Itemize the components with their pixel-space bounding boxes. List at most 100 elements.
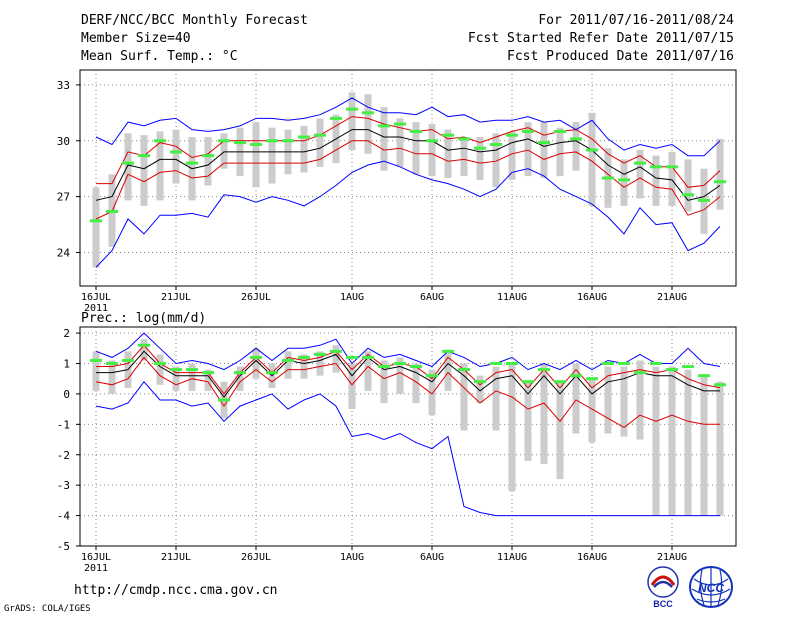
prec-spread-box	[300, 354, 308, 379]
temp-spread-box	[620, 159, 628, 206]
temp-spread-box	[492, 133, 500, 188]
bcc-logo-text: BCC	[653, 599, 673, 609]
prec-marker	[330, 349, 342, 353]
temp-spread-box	[268, 127, 276, 184]
prec-spread-box	[556, 381, 564, 480]
temp-marker	[362, 111, 374, 115]
temp-marker	[234, 141, 246, 145]
prec-spread-box	[444, 351, 452, 391]
prec-y-label: 2	[63, 327, 70, 340]
prec-marker	[682, 365, 694, 369]
prec-marker	[394, 362, 406, 365]
temp-spread-box	[316, 118, 324, 167]
temp-spread-box	[380, 107, 388, 171]
temp-x-label: 26JUL	[241, 292, 271, 303]
prec-marker	[506, 362, 518, 365]
temp-spread-box	[684, 159, 692, 212]
prec-marker	[314, 352, 326, 356]
prec-spread-box	[668, 366, 676, 516]
temp-series-upper	[96, 116, 721, 188]
prec-marker	[138, 343, 150, 347]
temp-spread-box	[540, 122, 548, 178]
prec-spread-box	[604, 366, 612, 434]
temperature-panel-label: Mean Surf. Temp.: °C	[81, 49, 238, 64]
temp-spread-box	[156, 131, 164, 201]
temp-marker	[682, 193, 694, 197]
prec-spread-box	[204, 369, 212, 391]
temp-marker	[538, 141, 550, 145]
prec-marker	[570, 374, 582, 378]
prec-y-label: 1	[63, 358, 70, 371]
temp-marker	[602, 176, 614, 180]
temp-spread-box	[524, 122, 532, 177]
prec-marker	[378, 365, 390, 369]
prec-spread-box	[284, 351, 292, 379]
temp-marker	[122, 161, 134, 165]
temp-plot-frame	[79, 69, 737, 287]
prec-series-upper	[96, 344, 721, 395]
prec-marker	[426, 374, 438, 378]
prec-spread-box	[252, 348, 260, 379]
temp-marker	[378, 124, 390, 128]
temp-spread-box	[412, 122, 420, 175]
bcc-logo: BCC	[647, 566, 679, 609]
temp-y-label: 27	[57, 191, 70, 204]
temp-x-label: 16AUG	[577, 292, 607, 303]
temp-series-max	[95, 160, 721, 268]
temp-marker	[474, 146, 486, 150]
prec-marker	[234, 371, 246, 375]
prec-marker	[490, 362, 502, 365]
temp-spread-box	[716, 138, 724, 210]
temp-spread-box	[172, 129, 180, 184]
temp-marker	[666, 165, 678, 169]
forecast-start-date: Fcst Started Refer Date 2011/07/15	[467, 31, 734, 46]
temp-spread-box	[92, 187, 100, 268]
prec-spread-box	[700, 375, 708, 516]
prec-spread-box	[572, 363, 580, 434]
temp-marker	[330, 116, 342, 120]
grads-credit: GrADS: COLA/IGES	[4, 604, 91, 614]
prec-marker	[538, 368, 550, 372]
temp-marker	[490, 142, 502, 146]
temp-marker	[714, 180, 726, 184]
prec-spread-box	[428, 369, 436, 416]
source-url[interactable]: http://cmdp.ncc.cma.gov.cn	[74, 583, 278, 598]
prec-spread-box	[508, 363, 516, 492]
temp-x-label: 21AUG	[657, 292, 687, 303]
prec-spread-box	[412, 363, 420, 404]
temp-marker	[506, 133, 518, 137]
prec-marker	[602, 362, 614, 365]
member-size-label: Member Size=40	[81, 31, 191, 46]
temp-spread-box	[220, 133, 228, 169]
temp-marker	[298, 135, 310, 139]
prec-series-lower	[95, 356, 720, 428]
temp-spread-box	[652, 155, 660, 206]
prec-x-label: 21AUG	[657, 552, 687, 563]
temp-series-lower	[95, 140, 721, 220]
prec-x-label: 11AUG	[497, 552, 527, 563]
prec-spread-box	[540, 363, 548, 464]
prec-y-label: -5	[57, 540, 70, 553]
temp-marker	[106, 210, 118, 214]
temp-marker	[154, 139, 166, 143]
prec-spread-box	[620, 366, 628, 437]
prec-marker	[554, 380, 566, 384]
prec-marker	[442, 349, 454, 353]
prec-spread-box	[140, 339, 148, 361]
temp-x-label: 1AUG	[340, 292, 364, 303]
temp-x-label: 21JUL	[161, 292, 191, 303]
temp-marker	[634, 161, 646, 165]
temp-spread-box	[428, 124, 436, 177]
temp-spread-box	[124, 133, 132, 201]
temp-spread-box	[300, 125, 308, 173]
temp-y-label: 24	[57, 246, 71, 259]
temp-marker	[618, 178, 630, 182]
prec-marker	[202, 371, 214, 375]
prec-marker	[266, 371, 278, 375]
prec-marker	[474, 380, 486, 384]
prec-spread-box	[396, 357, 404, 394]
prec-marker	[218, 398, 230, 402]
prec-series-min	[95, 381, 720, 517]
prec-y-label: -3	[57, 479, 70, 492]
prec-y-label: -4	[57, 510, 71, 523]
